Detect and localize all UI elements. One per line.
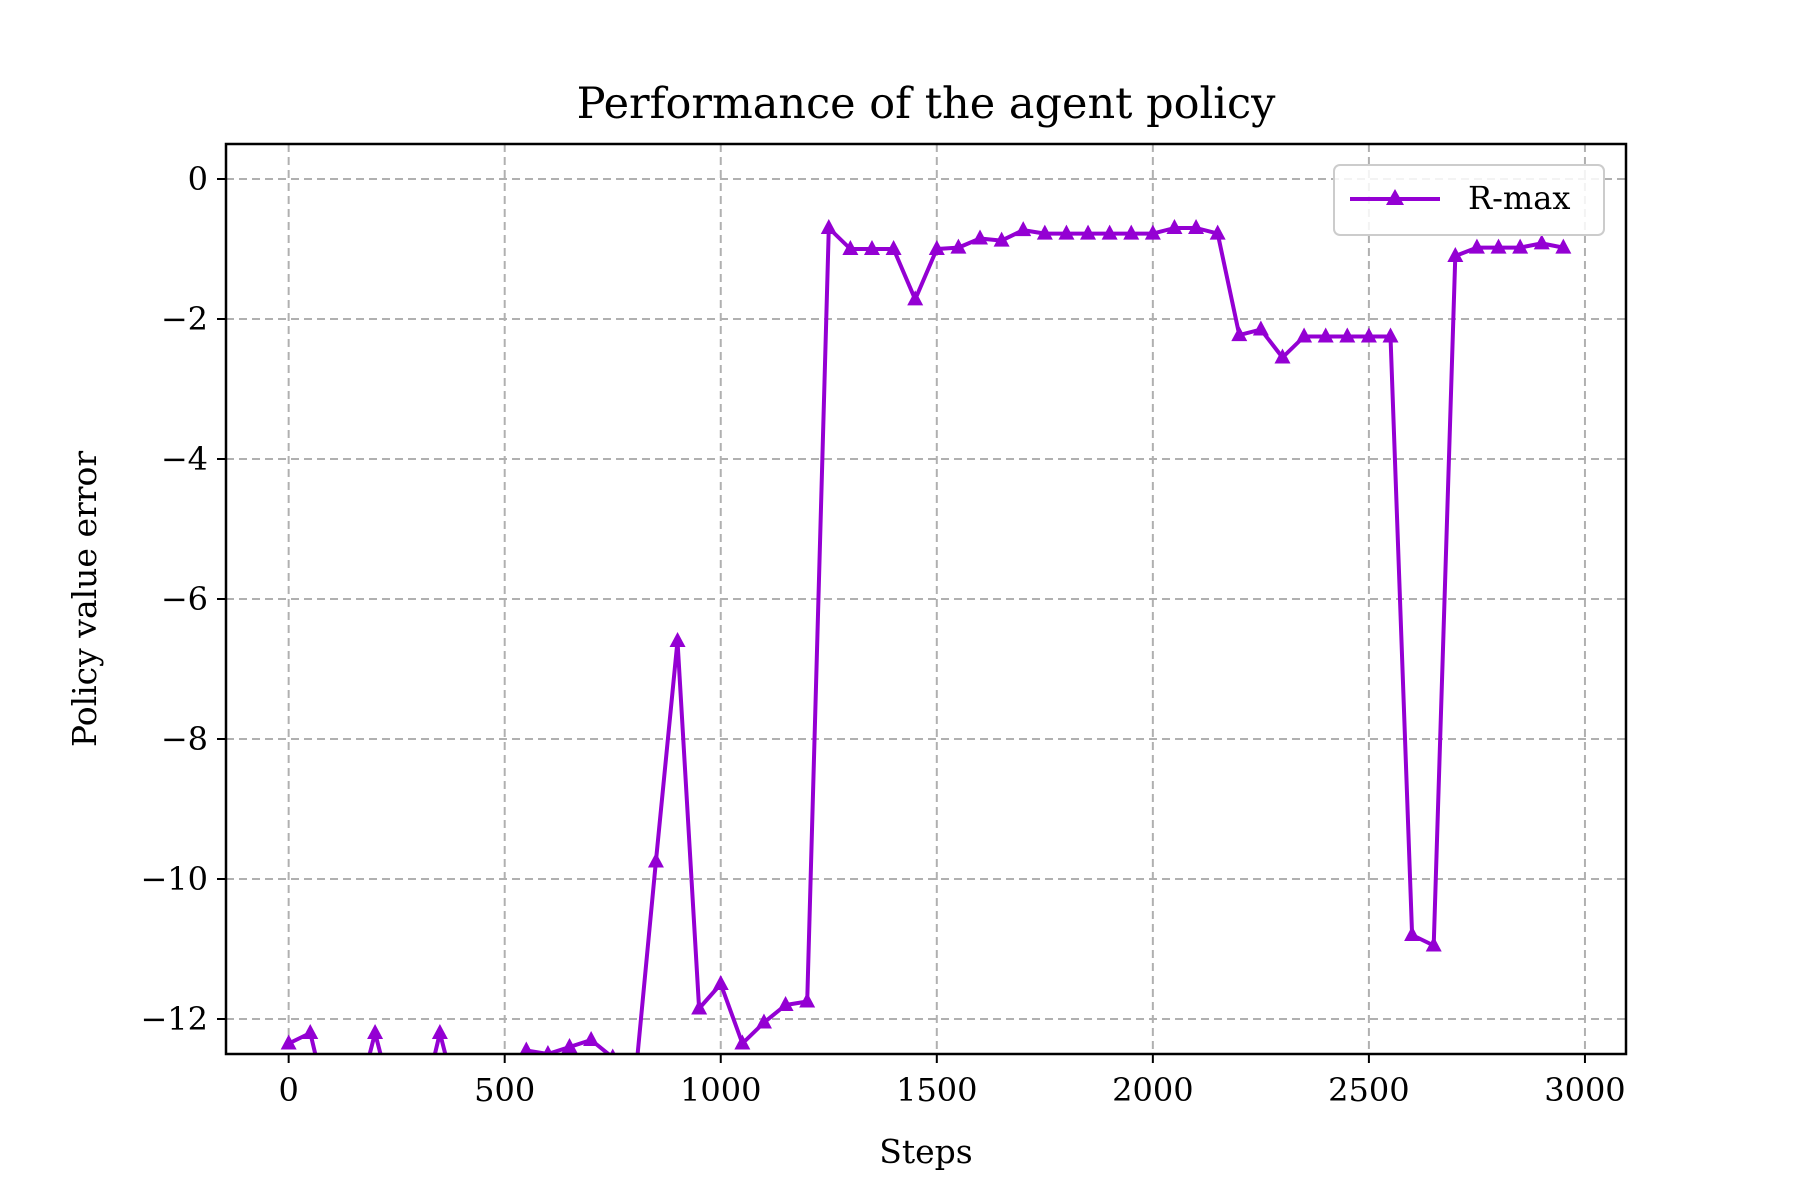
data-point [1512,238,1529,254]
data-point [431,1024,448,1039]
legend-marker [1386,189,1404,205]
legend-box [1333,164,1605,236]
data-point [1252,320,1269,336]
data-point [1209,224,1226,240]
y-tick-label: −10 [140,860,208,898]
data-point [1058,224,1075,240]
data-point [1274,348,1291,364]
data-point [475,1115,491,1130]
data-point [1382,327,1399,343]
x-tick-label: 1500 [896,1071,977,1109]
y-tick-label: −6 [161,580,208,618]
data-point [410,1115,426,1130]
data-point [691,999,708,1015]
data-point [928,240,945,255]
data-point [1404,926,1421,941]
data-point [609,1048,616,1054]
data-point [950,238,967,254]
data-point [1015,221,1032,237]
chart-title: Performance of the agent policy [577,79,1276,129]
data-point [734,1034,751,1050]
data-point [907,290,924,306]
data-point [1144,224,1161,240]
data-point [712,975,729,990]
data-point [777,996,794,1011]
data-point [345,1108,361,1123]
data-point [1036,224,1053,240]
y-tick-label: −4 [161,440,208,478]
data-point [993,231,1010,247]
data-point [1296,327,1313,343]
data-point [799,992,816,1008]
x-axis: 0 500 1000 1500 2000 2500 3000 [278,1054,1626,1109]
data-point [389,1108,405,1123]
data-point [583,1031,600,1046]
data-point [842,240,859,255]
data-point [972,229,989,245]
data-point [647,852,664,868]
y-tick-label: −8 [161,720,208,758]
grid-lines [226,144,1626,1054]
data-point [1339,327,1356,343]
x-tick-label: 3000 [1544,1071,1625,1109]
data-point [1360,327,1377,343]
legend-label: R-max [1468,179,1570,217]
series-line [287,226,1564,1054]
y-tick-label: −12 [140,1000,208,1038]
data-point [367,1024,384,1039]
data-point [820,219,837,234]
y-axis: 0 −2 −4 −6 −8 −10 −12 [140,160,226,1038]
x-tick-label: 500 [474,1071,535,1109]
data-point [1123,224,1140,240]
data-point [280,1034,297,1050]
data-point [543,1045,553,1054]
data-point [626,1080,642,1095]
data-point [1447,247,1464,262]
data-point [519,1041,533,1054]
data-point [302,1024,319,1039]
data-point [1425,936,1442,952]
data-point [1490,238,1507,254]
x-tick-label: 2500 [1328,1071,1409,1109]
data-point [1166,219,1183,234]
data-point [1555,238,1572,254]
data-point [669,632,686,647]
x-axis-label: Steps [879,1132,972,1171]
data-point [324,1115,340,1130]
data-point [1080,224,1097,240]
data-point [453,1108,469,1123]
data-point [755,1013,772,1029]
data-point [885,240,902,255]
data-point [1468,238,1485,254]
data-point [1533,234,1550,250]
x-tick-label: 2000 [1112,1071,1193,1109]
x-tick-label: 1000 [680,1071,761,1109]
data-point [1231,326,1248,342]
data-point [1101,224,1118,240]
legend: R-max [1333,164,1605,236]
x-tick-label: 0 [278,1071,298,1109]
data-point [863,240,880,255]
y-axis-label: Policy value error [65,451,104,748]
y-tick-label: −2 [161,300,208,338]
data-point [1317,327,1334,343]
data-point [561,1038,578,1053]
y-tick-label: 0 [188,160,208,198]
series-layer [280,219,1572,1130]
data-point [1188,219,1205,234]
